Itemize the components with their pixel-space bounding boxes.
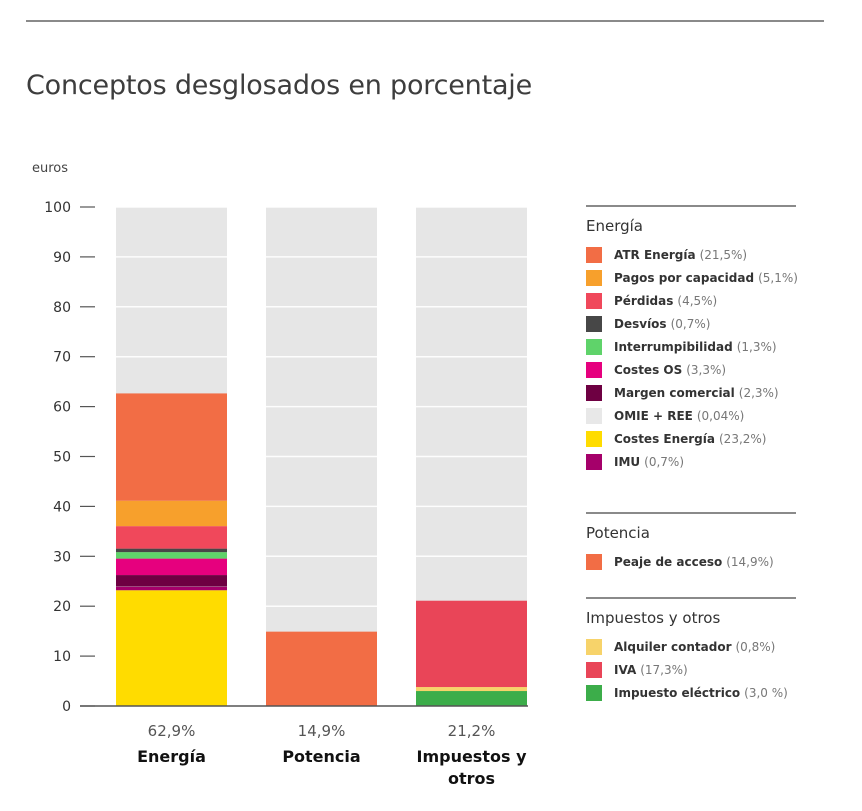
legend-swatch [586, 384, 602, 401]
legend-heading-energia: Energía [586, 217, 643, 235]
legend-value: (1,3%) [736, 339, 777, 354]
legend-item: Pérdidas (4,5%) [586, 289, 796, 312]
category-name-label: Impuestos y otros [416, 747, 527, 788]
legend-item: OMIE + REE (0,04%) [586, 404, 796, 427]
legend-label: IVA [614, 662, 637, 677]
y-tick-label: 0 [62, 699, 71, 715]
bar-segment [116, 500, 227, 527]
category-total-label: 62,9% [148, 722, 196, 740]
bar-segment [116, 558, 227, 576]
legend-label: Peaje de acceso [614, 554, 723, 569]
legend-label: IMU [614, 454, 641, 469]
y-tick-label: 100 [44, 200, 71, 216]
legend-value: (0,7%) [670, 316, 711, 331]
legend-label: Alquiler contador [614, 639, 732, 654]
bar-segment [116, 393, 227, 501]
y-tick-label: 70 [53, 350, 71, 366]
legend-swatch [586, 684, 602, 701]
legend-value: (0,8%) [735, 639, 776, 654]
legend-value: (3,0 %) [744, 685, 788, 700]
legend-swatch [586, 638, 602, 655]
legend-value: (2,3%) [738, 385, 779, 400]
legend-value: (14,9%) [726, 554, 774, 569]
y-tick-label: 20 [53, 599, 71, 615]
legend-item: IVA (17,3%) [586, 658, 796, 681]
legend-swatch [586, 553, 602, 570]
legend-rule [586, 205, 796, 207]
legend-potencia: Potencia Peaje de acceso (14,9%) [586, 512, 796, 573]
bar-segment [116, 526, 227, 549]
category-total-label: 21,2% [448, 722, 496, 740]
bar-segment [416, 691, 527, 706]
legend-rule [586, 512, 796, 514]
category-name-label: Energía [137, 747, 206, 766]
legend-label: ATR Energía [614, 247, 696, 262]
legend-label: Impuesto eléctrico [614, 685, 741, 700]
legend-item: Pagos por capacidad (5,1%) [586, 266, 798, 289]
y-axis-label: euros [32, 161, 68, 176]
bar-segment [416, 600, 527, 688]
legend-value: (23,2%) [719, 431, 767, 446]
legend-item: Margen comercial (2,3%) [586, 381, 796, 404]
bar-segment [116, 575, 227, 587]
category-total-label: 14,9% [298, 722, 346, 740]
legend-item: Costes Energía (23,2%) [586, 427, 796, 450]
legend-swatch [586, 246, 602, 263]
legend-energia: Energía ATR Energía (21,5%) Pagos por capa… [586, 205, 798, 473]
legend-swatch [586, 453, 602, 470]
y-tick-label: 40 [53, 499, 71, 515]
legend-item: ATR Energía (21,5%) [586, 243, 796, 266]
legend-item: Impuesto eléctrico (3,0 %) [586, 681, 796, 704]
legend-label: Interrumpibilidad [614, 339, 733, 354]
legend-swatch [586, 407, 602, 424]
top-rule [26, 20, 824, 22]
legend-rule [586, 597, 796, 599]
page-title: Conceptos desglosados en porcentaje [26, 70, 533, 101]
legend-label: Costes Energía [614, 431, 715, 446]
y-tick-label: 50 [53, 450, 71, 466]
legend-swatch [586, 269, 602, 286]
bar-segment [116, 586, 227, 591]
legend-swatch [586, 430, 602, 447]
legend-value: (3,3%) [686, 362, 727, 377]
legend-value: (21,5%) [699, 247, 748, 262]
legend-value: (17,3%) [640, 662, 688, 677]
legend-item: Costes OS (3,3%) [586, 358, 796, 381]
y-tick-label: 30 [53, 549, 71, 565]
bar-segment [116, 590, 227, 706]
legend-value: (0,04%) [696, 408, 745, 423]
legend-item: Interrumpibilidad (1,3%) [586, 335, 796, 358]
legend-item: Desvíos (0,7%) [586, 312, 796, 335]
legend-swatch [586, 315, 602, 332]
legend-value: (4,5%) [677, 293, 718, 308]
bar-segment [116, 552, 227, 559]
legend-item: Peaje de acceso (14,9%) [586, 550, 796, 573]
legend-label: Costes OS [614, 362, 683, 377]
bar-segment [416, 687, 527, 692]
legend-value: (0,7%) [644, 454, 685, 469]
legend-label: Margen comercial [614, 385, 735, 400]
y-tick-label: 90 [53, 250, 71, 266]
y-tick-label: 80 [53, 300, 71, 316]
bar-segment [116, 548, 227, 553]
legend-label: OMIE + REE [614, 408, 693, 423]
legend-label: Pagos por capacidad [614, 270, 755, 285]
legend-heading-impuestos: Impuestos y otros [586, 609, 721, 627]
legend-impuestos: Impuestos y otros Alquiler contador (0,8%… [586, 597, 796, 704]
legend-swatch [586, 338, 602, 355]
bar-segment [266, 631, 377, 706]
legend-label: Desvíos [614, 316, 667, 331]
legend-swatch [586, 292, 602, 309]
legend-item: Alquiler contador (0,8%) [586, 635, 796, 658]
y-tick-label: 10 [53, 649, 71, 665]
y-tick-label: 60 [53, 400, 71, 416]
legend-swatch [586, 661, 602, 678]
legend-label: Pérdidas [614, 293, 674, 308]
legend-item: IMU (0,7%) [586, 450, 796, 473]
legend-heading-potencia: Potencia [586, 524, 650, 542]
legend-value: (5,1%) [758, 270, 798, 285]
category-name-label: Potencia [282, 747, 360, 766]
legend-swatch [586, 361, 602, 378]
